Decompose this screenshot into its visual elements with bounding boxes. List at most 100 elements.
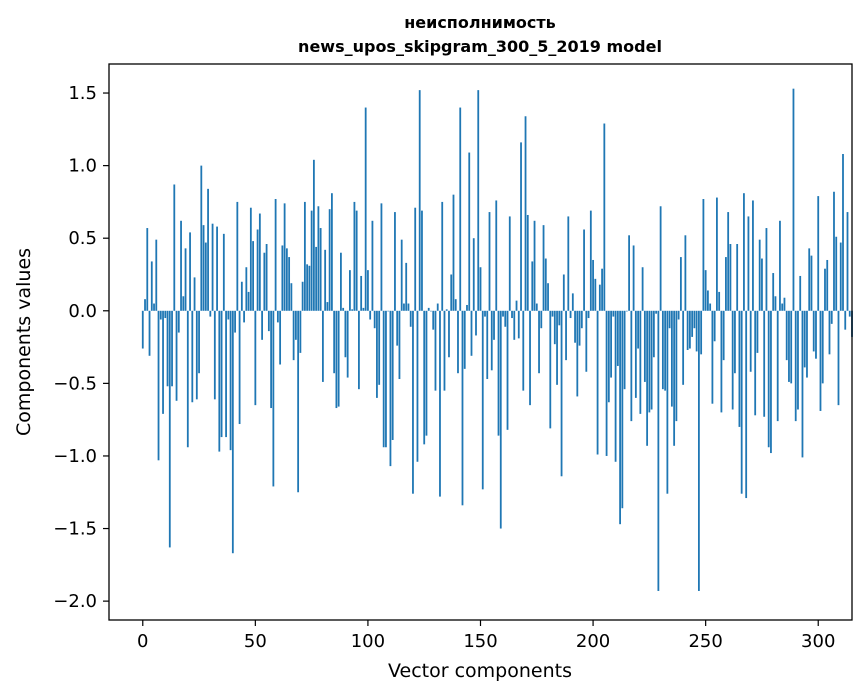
bar-179 <box>544 258 547 311</box>
bar-177 <box>540 310 543 329</box>
y-tick-label: −1.0 <box>53 446 97 467</box>
y-tick-label: 1.0 <box>68 156 97 177</box>
bar-91 <box>346 310 349 378</box>
bar-217 <box>630 310 633 422</box>
bar-292 <box>799 275 802 311</box>
bar-87 <box>337 310 340 407</box>
bar-106 <box>380 203 383 311</box>
bar-144 <box>466 304 468 311</box>
bar-235 <box>670 310 673 407</box>
bar-123 <box>418 90 421 311</box>
bar-152 <box>484 310 486 317</box>
bar-160 <box>502 310 504 317</box>
bar-273 <box>756 310 759 353</box>
bar-247 <box>697 310 700 591</box>
bar-119 <box>409 310 412 327</box>
bar-41 <box>234 310 236 333</box>
bar-246 <box>695 310 698 352</box>
bar-14 <box>173 184 176 311</box>
bar-36 <box>222 233 225 311</box>
bar-262 <box>731 310 734 410</box>
bar-25 <box>198 310 200 374</box>
bar-232 <box>664 310 667 391</box>
bar-28 <box>204 242 207 311</box>
x-tick-label: 200 <box>576 631 610 652</box>
bar-314 <box>848 310 851 317</box>
bar-17 <box>180 220 182 311</box>
bar-120 <box>412 310 414 494</box>
bar-283 <box>779 220 781 311</box>
bar-162 <box>506 310 509 430</box>
bar-222 <box>641 267 644 311</box>
bar-241 <box>684 235 687 311</box>
bar-98 <box>362 307 365 311</box>
bar-257 <box>720 310 723 413</box>
bar-96 <box>358 310 360 390</box>
bar-137 <box>450 274 453 311</box>
bar-107 <box>382 310 385 448</box>
bar-113 <box>396 310 399 346</box>
bar-3 <box>148 310 151 356</box>
bar-201 <box>594 278 597 311</box>
bar-213 <box>621 310 624 509</box>
bar-178 <box>542 225 545 311</box>
bar-268 <box>745 310 748 499</box>
bar-172 <box>529 310 531 406</box>
chart-title: неисполнимость <box>404 13 556 32</box>
bar-298 <box>812 310 815 352</box>
bar-251 <box>707 290 709 311</box>
bar-256 <box>718 291 721 311</box>
bar-275 <box>761 258 763 311</box>
bar-59 <box>274 199 277 311</box>
bar-258 <box>722 310 725 361</box>
bar-279 <box>770 310 772 454</box>
bar-44 <box>240 281 243 311</box>
bar-97 <box>360 275 363 311</box>
bar-79 <box>319 228 322 311</box>
bar-187 <box>562 274 565 311</box>
bar-132 <box>439 310 441 497</box>
bar-51 <box>256 229 259 311</box>
bar-226 <box>650 310 653 410</box>
bar-148 <box>475 310 477 336</box>
x-axis: 0 50 100 150 200 250 300 <box>137 620 835 652</box>
bar-169 <box>522 310 525 391</box>
bar-240 <box>682 310 685 385</box>
bar-158 <box>497 310 500 436</box>
bar-53 <box>261 310 264 340</box>
bar-99 <box>364 107 367 311</box>
bar-220 <box>637 310 640 349</box>
bar-173 <box>531 261 534 311</box>
bar-134 <box>443 310 446 391</box>
bar-73 <box>306 264 309 311</box>
bar-111 <box>391 310 394 440</box>
bar-229 <box>657 310 660 591</box>
bar-80 <box>321 310 324 382</box>
bar-289 <box>792 88 795 311</box>
bar-219 <box>634 310 637 398</box>
bar-76 <box>312 159 315 311</box>
bar-117 <box>405 262 408 311</box>
bar-126 <box>425 310 428 436</box>
bar-86 <box>335 310 338 409</box>
bar-82 <box>326 302 329 311</box>
y-tick-label: −0.5 <box>53 373 97 394</box>
bar-287 <box>788 310 790 382</box>
bar-131 <box>436 303 439 311</box>
bar-245 <box>693 310 696 329</box>
bar-110 <box>389 310 392 467</box>
bar-35 <box>220 310 223 438</box>
bar-128 <box>430 310 432 312</box>
bar-293 <box>801 310 804 458</box>
bar-277 <box>765 228 768 311</box>
bar-150 <box>479 267 482 311</box>
bar-294 <box>803 310 806 368</box>
bar-37 <box>225 310 227 438</box>
bar-221 <box>639 310 642 414</box>
bar-249 <box>702 199 705 311</box>
bar-303 <box>824 268 826 311</box>
bar-209 <box>612 310 615 317</box>
bar-133 <box>441 201 444 311</box>
x-tick-label: 300 <box>801 631 835 652</box>
